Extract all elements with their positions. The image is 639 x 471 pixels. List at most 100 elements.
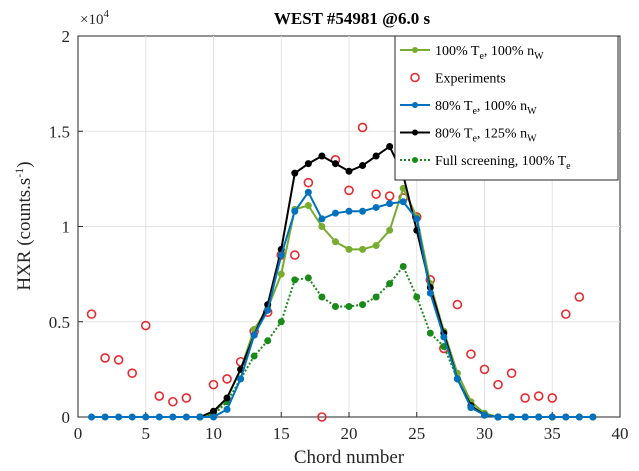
x-tick-label: 25 (408, 424, 425, 443)
data-point (372, 152, 380, 160)
y-tick-label: 2 (62, 27, 71, 46)
legend-marker (412, 102, 418, 108)
y-tick-label: 0.5 (49, 313, 70, 332)
legend-entry: 100% Te, 100% nW (400, 44, 544, 62)
data-point (208, 379, 219, 390)
data-point (127, 368, 137, 378)
data-point (344, 185, 354, 196)
data-point (481, 411, 488, 419)
data-point (386, 142, 394, 150)
data-point (289, 250, 300, 260)
data-point (277, 251, 285, 259)
data-point (264, 337, 272, 345)
data-point (115, 413, 123, 421)
y-tick-label: 0 (62, 408, 71, 427)
data-point (535, 413, 543, 421)
data-point (359, 301, 367, 309)
data-point (331, 238, 339, 246)
data-point (574, 292, 585, 302)
axis-ticks: 0 5 10 15 20 25 30 35 40 0 0.5 1 1.5 2 (49, 27, 629, 443)
data-point (155, 413, 163, 421)
data-point (426, 329, 434, 337)
x-tick-label: 0 (74, 424, 83, 443)
series-2 (88, 188, 597, 421)
legend-marker (412, 47, 418, 53)
data-point (413, 215, 421, 223)
legend-entry: Experiments (410, 72, 506, 87)
data-point (521, 413, 529, 421)
data-point (318, 223, 326, 230)
x-tick-label: 35 (544, 424, 561, 443)
data-point (317, 412, 327, 422)
data-point (359, 162, 367, 170)
data-point (250, 352, 258, 360)
data-point (440, 333, 448, 341)
data-point (318, 152, 326, 160)
data-point (154, 391, 165, 401)
data-point (466, 349, 476, 359)
data-point (264, 306, 272, 314)
legend-box (394, 35, 619, 181)
data-point (331, 303, 339, 311)
data-point (372, 242, 380, 250)
data-point (479, 364, 490, 375)
data-point (359, 245, 367, 253)
data-point (426, 289, 434, 297)
data-point (493, 379, 503, 390)
data-point (304, 274, 312, 282)
data-point (101, 413, 109, 421)
y-tick-label: 1.5 (49, 122, 70, 141)
data-point (331, 209, 339, 217)
data-point (318, 215, 326, 223)
data-point (575, 413, 583, 421)
data-point (345, 303, 353, 311)
legend-label: 100% Te, 100% nW (435, 44, 544, 62)
data-point (303, 177, 314, 188)
data-point (86, 309, 97, 319)
data-point (371, 189, 381, 199)
data-point (413, 293, 421, 301)
data-point (128, 413, 136, 421)
x-tick-label: 15 (273, 424, 290, 443)
data-point (547, 393, 558, 403)
data-point (560, 309, 571, 319)
legend-marker (412, 157, 418, 163)
x-tick-label: 5 (142, 424, 151, 443)
data-point (384, 191, 395, 201)
data-point (304, 188, 312, 196)
legend-label: 80% Te, 100% nW (435, 99, 537, 117)
grid (78, 36, 620, 417)
data-point (291, 207, 299, 215)
data-point (467, 403, 475, 411)
y-multiplier: ×104 (80, 8, 109, 28)
y-axis-label: HXR (counts.s-1) (12, 161, 35, 290)
data-point (386, 280, 394, 288)
legend-entry: 80% Te, 125% nW (400, 127, 537, 145)
x-tick-label: 20 (341, 424, 358, 443)
data-point (386, 200, 394, 208)
data-point (508, 413, 516, 421)
x-tick-label: 10 (205, 424, 222, 443)
legend-entry: Full screening, 100% Te (400, 154, 571, 172)
data-point (506, 368, 517, 378)
data-point (345, 207, 353, 215)
data-point (304, 160, 312, 168)
data-point (562, 413, 570, 421)
data-point (277, 270, 285, 278)
data-point (277, 318, 285, 326)
data-point (494, 413, 502, 421)
data-point (399, 198, 407, 206)
data-point (372, 203, 380, 211)
data-point (331, 160, 339, 168)
data-point (182, 413, 190, 421)
data-point (100, 353, 110, 363)
data-point (304, 202, 312, 210)
series-layer (86, 122, 597, 422)
data-point (113, 355, 124, 365)
legend-label: 80% Te, 125% nW (435, 127, 537, 145)
x-tick-label: 30 (476, 424, 493, 443)
data-point (291, 169, 299, 177)
data-point (237, 375, 245, 383)
data-point (386, 226, 394, 234)
